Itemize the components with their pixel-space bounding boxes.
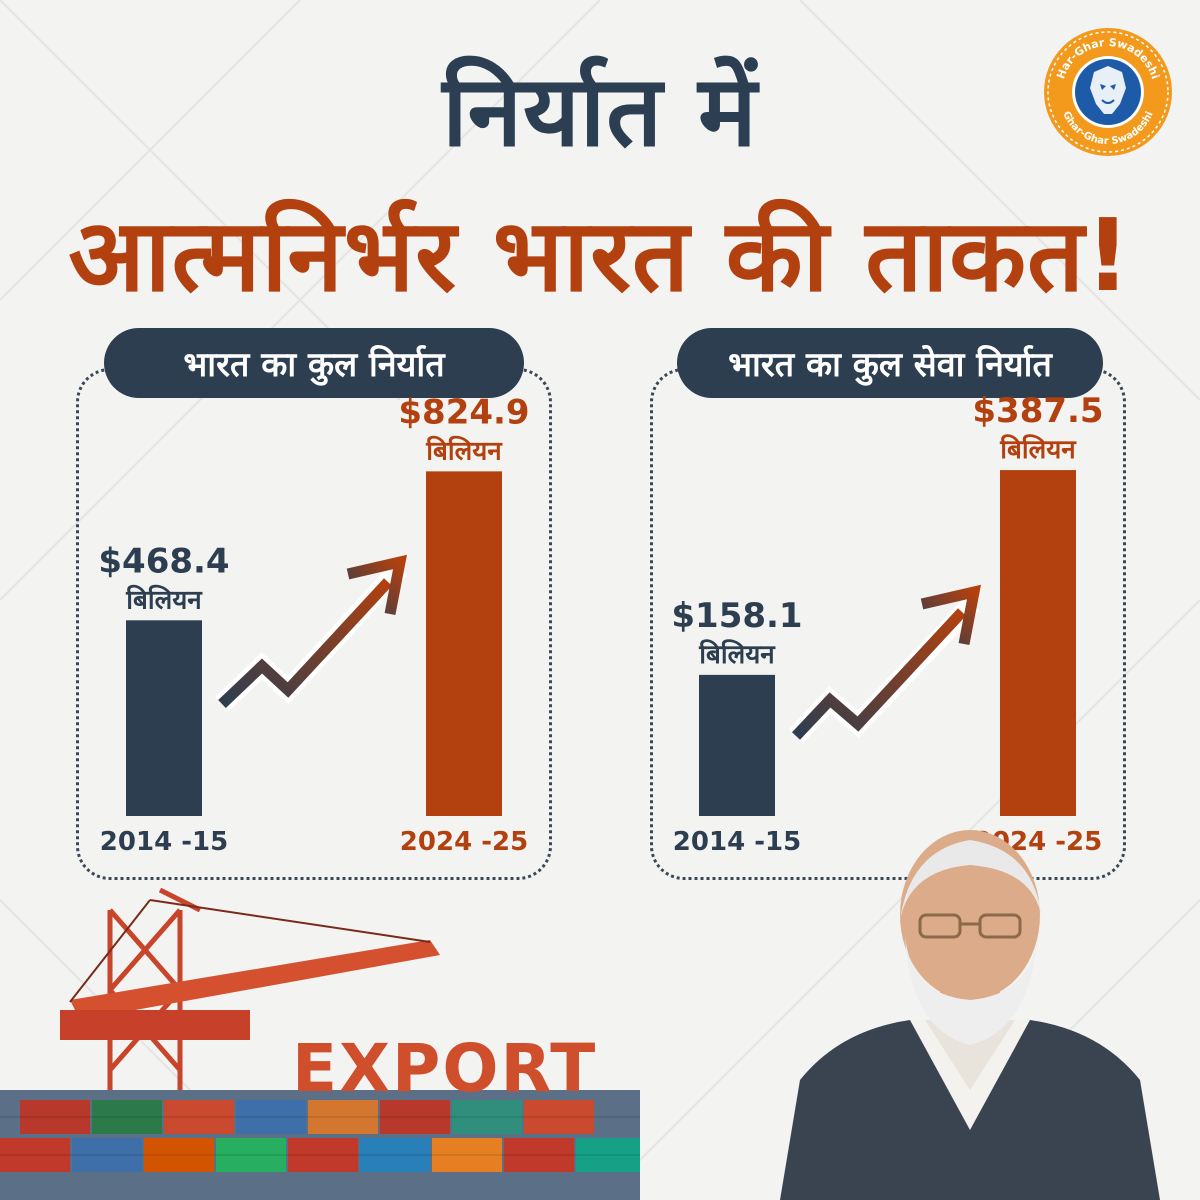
total-exports-panel (76, 368, 552, 880)
services-exports-panel (650, 368, 1126, 880)
har-ghar-swadeshi-logo: Har-Ghar Swadeshi Ghar-Ghar Swadeshi (1044, 28, 1172, 156)
lion-head-icon (1090, 66, 1126, 114)
services-exports-title: भारत का कुल सेवा निर्यात (677, 328, 1103, 398)
headline-line-1: निर्यात में (442, 55, 758, 169)
person-portrait (780, 830, 1160, 1200)
total-exports-title: भारत का कुल निर्यात (104, 328, 524, 398)
export-label: EXPORT (292, 1030, 598, 1107)
port-crane-illustration (0, 887, 640, 1200)
headline-line-2: आत्मनिर्भर भारत की ताकत! (68, 197, 1132, 314)
